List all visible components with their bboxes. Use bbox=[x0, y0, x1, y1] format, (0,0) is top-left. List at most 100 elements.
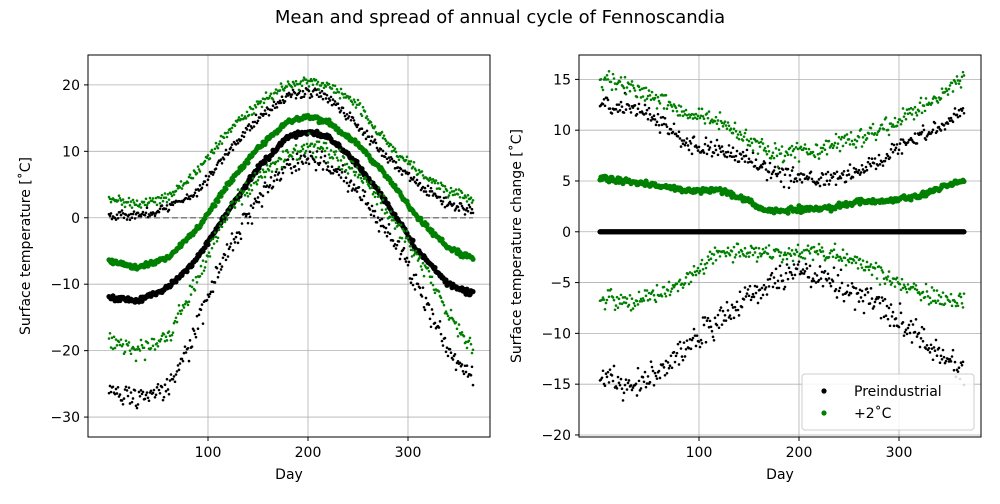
data-point bbox=[410, 255, 414, 258]
data-point bbox=[218, 262, 222, 266]
data-point bbox=[118, 210, 122, 214]
data-point bbox=[427, 269, 431, 273]
data-point bbox=[646, 375, 650, 378]
data-point bbox=[165, 377, 169, 381]
data-point bbox=[263, 175, 267, 179]
data-point bbox=[217, 142, 221, 146]
data-point bbox=[704, 340, 708, 344]
data-point bbox=[264, 170, 268, 174]
data-point bbox=[808, 264, 812, 268]
data-point bbox=[664, 93, 668, 97]
data-point bbox=[687, 148, 691, 152]
data-point bbox=[847, 173, 851, 176]
data-point bbox=[245, 110, 249, 114]
data-point bbox=[239, 237, 243, 241]
data-point bbox=[417, 257, 421, 260]
data-point bbox=[707, 325, 711, 329]
data-point bbox=[869, 263, 873, 266]
data-point bbox=[861, 299, 865, 303]
data-point bbox=[885, 304, 889, 308]
data-point bbox=[297, 157, 301, 161]
data-point bbox=[142, 200, 146, 204]
data-point bbox=[283, 166, 287, 169]
data-point bbox=[386, 231, 390, 234]
data-point bbox=[673, 360, 677, 364]
data-point bbox=[147, 399, 151, 403]
data-point bbox=[920, 111, 924, 115]
data-point bbox=[667, 132, 671, 136]
data-point bbox=[213, 281, 217, 284]
data-point bbox=[922, 104, 926, 107]
data-point bbox=[449, 308, 453, 312]
data-point bbox=[447, 194, 451, 197]
data-point bbox=[301, 147, 305, 151]
data-point bbox=[914, 111, 918, 115]
data-point bbox=[154, 393, 158, 397]
data-point bbox=[386, 161, 390, 164]
data-point bbox=[153, 395, 157, 399]
data-point bbox=[847, 293, 851, 297]
data-point bbox=[151, 197, 155, 200]
data-point bbox=[168, 334, 172, 338]
data-point bbox=[143, 397, 147, 401]
data-points bbox=[106, 76, 476, 410]
data-point bbox=[776, 165, 780, 169]
data-point bbox=[228, 127, 232, 131]
data-point bbox=[430, 181, 434, 184]
data-point bbox=[957, 366, 961, 370]
data-point bbox=[625, 388, 629, 391]
data-point bbox=[221, 216, 225, 219]
data-point bbox=[251, 206, 255, 210]
data-point bbox=[278, 99, 282, 103]
data-point bbox=[341, 106, 345, 110]
data-point bbox=[603, 307, 607, 311]
data-point bbox=[832, 144, 836, 147]
data-point bbox=[160, 204, 164, 207]
data-point bbox=[878, 127, 882, 130]
data-point bbox=[700, 258, 704, 262]
data-point bbox=[327, 153, 331, 156]
data-point bbox=[767, 244, 771, 247]
data-point bbox=[900, 152, 904, 155]
data-point bbox=[192, 193, 196, 197]
data-point bbox=[718, 147, 722, 150]
data-point bbox=[773, 165, 777, 169]
data-point bbox=[838, 149, 842, 153]
data-point bbox=[300, 95, 304, 99]
data-point bbox=[737, 251, 741, 254]
data-point bbox=[357, 186, 361, 189]
data-point bbox=[163, 383, 167, 387]
data-point bbox=[630, 80, 634, 83]
data-point bbox=[877, 129, 881, 133]
data-point bbox=[961, 360, 965, 364]
data-point bbox=[239, 189, 243, 192]
data-point bbox=[619, 76, 623, 79]
data-point bbox=[258, 170, 262, 174]
data-point bbox=[242, 189, 246, 193]
data-point bbox=[200, 303, 204, 306]
data-point bbox=[854, 261, 858, 265]
data-point bbox=[233, 124, 237, 128]
data-point bbox=[702, 117, 706, 121]
data-point bbox=[830, 249, 834, 253]
data-point bbox=[321, 97, 325, 101]
data-point bbox=[152, 212, 156, 215]
data-point bbox=[948, 119, 952, 123]
data-point bbox=[391, 239, 395, 242]
data-point bbox=[619, 377, 623, 381]
data-point bbox=[260, 176, 264, 179]
data-point bbox=[705, 261, 709, 265]
data-point bbox=[441, 200, 445, 203]
data-point bbox=[369, 139, 373, 143]
data-point bbox=[843, 134, 847, 137]
data-point bbox=[669, 290, 673, 293]
data-point bbox=[160, 193, 164, 197]
data-point bbox=[870, 157, 874, 161]
data-point bbox=[841, 248, 845, 252]
data-point bbox=[912, 141, 916, 144]
data-point bbox=[816, 252, 820, 256]
data-point bbox=[451, 358, 455, 361]
data-point bbox=[384, 152, 388, 155]
data-point bbox=[118, 197, 122, 200]
data-point bbox=[782, 185, 786, 189]
